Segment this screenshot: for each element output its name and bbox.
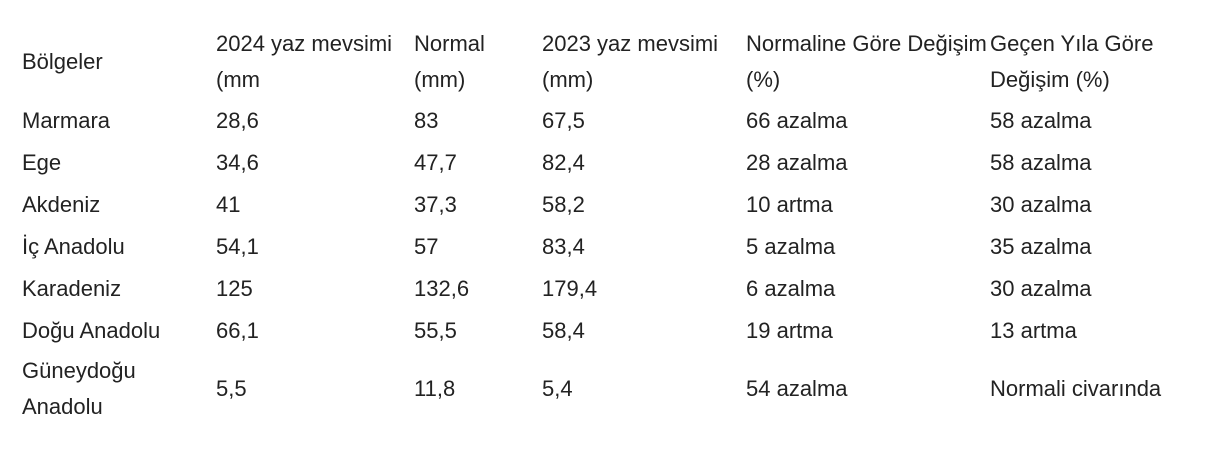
cell-normal: 11,8 — [414, 376, 456, 401]
cell-normal: 83 — [414, 108, 439, 133]
cell-region: Karadeniz — [22, 276, 122, 301]
cell-2023: 67,5 — [542, 108, 585, 133]
cell-change-normal: 54 azalma — [746, 376, 848, 401]
table-row: Karadeniz 125 132,6 179,4 6 azalma 30 az… — [22, 268, 1220, 310]
cell-change-normal: 66 azalma — [746, 108, 848, 133]
header-regions: Bölgeler — [22, 49, 103, 74]
cell-region: Doğu Anadolu — [22, 318, 161, 343]
header-change-vs-last-year: Geçen Yıla Göre Değişim (%) — [990, 31, 1154, 92]
cell-region: İç Anadolu — [22, 234, 125, 259]
table-row: Ege 34,6 47,7 82,4 28 azalma 58 azalma — [22, 142, 1220, 184]
cell-change-normal: 19 artma — [746, 318, 833, 343]
header-change-vs-normal: Normaline Göre Değişim (%) — [746, 31, 987, 92]
cell-2023: 58,4 — [542, 318, 585, 343]
cell-2024: 41 — [216, 192, 241, 217]
cell-normal: 37,3 — [414, 192, 457, 217]
table-row: Doğu Anadolu 66,1 55,5 58,4 19 artma 13 … — [22, 310, 1220, 352]
header-2023-summer: 2023 yaz mevsimi (mm) — [542, 31, 719, 92]
cell-2024: 66,1 — [216, 318, 259, 343]
cell-change-normal: 6 azalma — [746, 276, 836, 301]
cell-2024: 28,6 — [216, 108, 259, 133]
cell-2024: 54,1 — [216, 234, 259, 259]
cell-region: Marmara — [22, 108, 111, 133]
table-row: Güneydoğu Anadolu 5,5 11,8 5,4 54 azalma… — [22, 352, 1220, 426]
cell-change-normal: 28 azalma — [746, 150, 848, 175]
header-2024-summer: 2024 yaz mevsimi (mm — [216, 31, 393, 92]
cell-2023: 5,4 — [542, 376, 573, 401]
cell-2024: 5,5 — [216, 376, 247, 401]
table-row: Marmara 28,6 83 67,5 66 azalma 58 azalma — [22, 100, 1220, 142]
cell-2023: 179,4 — [542, 276, 598, 301]
cell-2023: 83,4 — [542, 234, 585, 259]
cell-change-last-year: 30 azalma — [990, 276, 1092, 301]
cell-2024: 125 — [216, 276, 253, 301]
cell-normal: 57 — [414, 234, 439, 259]
table-row: Akdeniz 41 37,3 58,2 10 artma 30 azalma — [22, 184, 1220, 226]
cell-change-normal: 10 artma — [746, 192, 833, 217]
cell-region: Ege — [22, 150, 62, 175]
cell-change-last-year: 58 azalma — [990, 150, 1092, 175]
table-body: Marmara 28,6 83 67,5 66 azalma 58 azalma… — [22, 100, 1220, 426]
cell-region: Güneydoğu Anadolu — [22, 358, 136, 419]
cell-change-last-year: 13 artma — [990, 318, 1077, 343]
table-header: Bölgeler 2024 yaz mevsimi (mm Normal (mm… — [22, 24, 1220, 100]
cell-2024: 34,6 — [216, 150, 259, 175]
cell-change-normal: 5 azalma — [746, 234, 836, 259]
header-row: Bölgeler 2024 yaz mevsimi (mm Normal (mm… — [22, 24, 1220, 100]
cell-2023: 58,2 — [542, 192, 585, 217]
cell-normal: 47,7 — [414, 150, 457, 175]
header-normal: Normal (mm) — [414, 31, 485, 92]
cell-normal: 132,6 — [414, 276, 470, 301]
cell-change-last-year: Normali civarında — [990, 376, 1162, 401]
cell-change-last-year: 30 azalma — [990, 192, 1092, 217]
cell-region: Akdeniz — [22, 192, 101, 217]
cell-normal: 55,5 — [414, 318, 457, 343]
cell-2023: 82,4 — [542, 150, 585, 175]
table-row: İç Anadolu 54,1 57 83,4 5 azalma 35 azal… — [22, 226, 1220, 268]
cell-change-last-year: 58 azalma — [990, 108, 1092, 133]
rainfall-table: Bölgeler 2024 yaz mevsimi (mm Normal (mm… — [22, 24, 1220, 426]
cell-change-last-year: 35 azalma — [990, 234, 1092, 259]
